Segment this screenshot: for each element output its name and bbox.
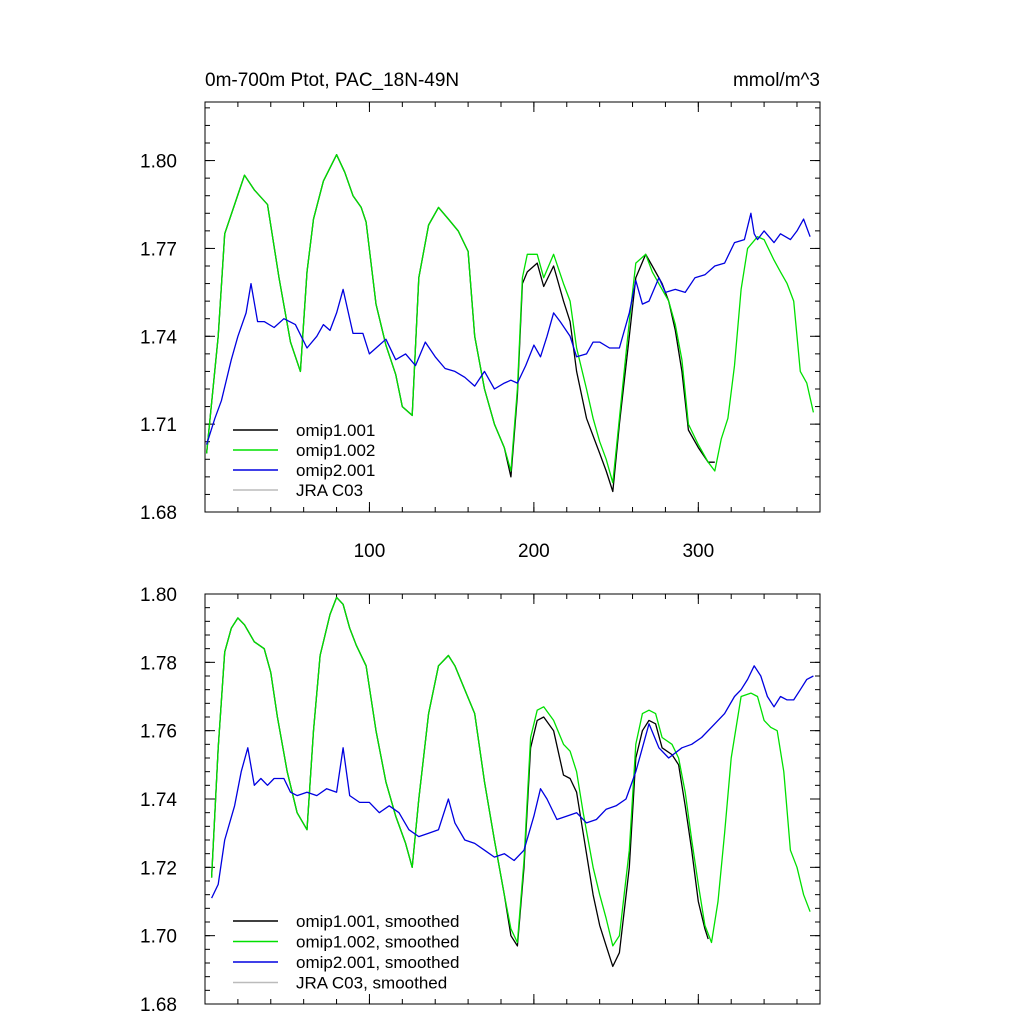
bottom-series-line-1 — [210, 596, 811, 947]
top-legend-label-0: omip1.001 — [296, 421, 375, 440]
plot-units: mmol/m^3 — [733, 70, 820, 91]
top-panel-frame — [204, 101, 821, 513]
top-legend-label-3: JRA C03 — [296, 481, 363, 500]
top-series-line-1 — [205, 154, 815, 484]
top-x-tick-label: 100 — [354, 541, 386, 562]
top-panel-series — [205, 154, 815, 493]
bottom-series-line-2 — [211, 665, 814, 899]
top-y-tick-label: 1.71 — [140, 415, 177, 436]
bottom-legend-label-1: omip1.002, smoothed — [296, 933, 460, 952]
top-legend-label-2: omip2.001 — [296, 461, 375, 480]
top-x-tick-label: 200 — [518, 541, 550, 562]
bottom-panel: 1.68 1.70 1.72 1.74 1.76 1.78 1.80 omip1.001, … — [140, 585, 821, 1016]
top-legend-label-1: omip1.002 — [296, 441, 375, 460]
bottom-y-tick-label: 1.76 — [140, 722, 177, 743]
top-series-line-2 — [205, 212, 811, 445]
bottom-panel-series — [210, 596, 814, 968]
bottom-y-tick-label: 1.74 — [140, 790, 177, 811]
bottom-legend-label-2: omip2.001, smoothed — [296, 953, 460, 972]
bottom-panel-legend: omip1.001, smoothed omip1.002, smoothedom… — [233, 912, 460, 993]
bottom-y-tick-label: 1.80 — [140, 585, 177, 606]
top-series-line-0 — [205, 154, 715, 493]
plot-title: 0m-700m Ptot, PAC_18N-49N — [205, 70, 459, 91]
top-y-tick-label: 1.80 — [140, 152, 177, 173]
bottom-y-tick-label: 1.72 — [140, 858, 177, 879]
bottom-y-tick-label: 1.70 — [140, 927, 177, 948]
bottom-legend-label-3: JRA C03, smoothed — [296, 974, 447, 993]
top-panel-ticks: 1.68 1.71 1.74 1.77 1.80 100 200 300 — [140, 102, 820, 562]
top-y-tick-label: 1.68 — [140, 503, 177, 524]
bottom-y-tick-label: 1.68 — [140, 995, 177, 1016]
top-y-tick-label: 1.77 — [140, 239, 177, 260]
top-x-tick-label: 300 — [682, 541, 714, 562]
bottom-legend-label-0: omip1.001, smoothed — [296, 912, 460, 931]
top-y-tick-label: 1.74 — [140, 327, 177, 348]
bottom-panel-ticks: 1.68 1.70 1.72 1.74 1.76 1.78 1.80 — [140, 585, 820, 1016]
bottom-y-tick-label: 1.78 — [140, 653, 177, 674]
